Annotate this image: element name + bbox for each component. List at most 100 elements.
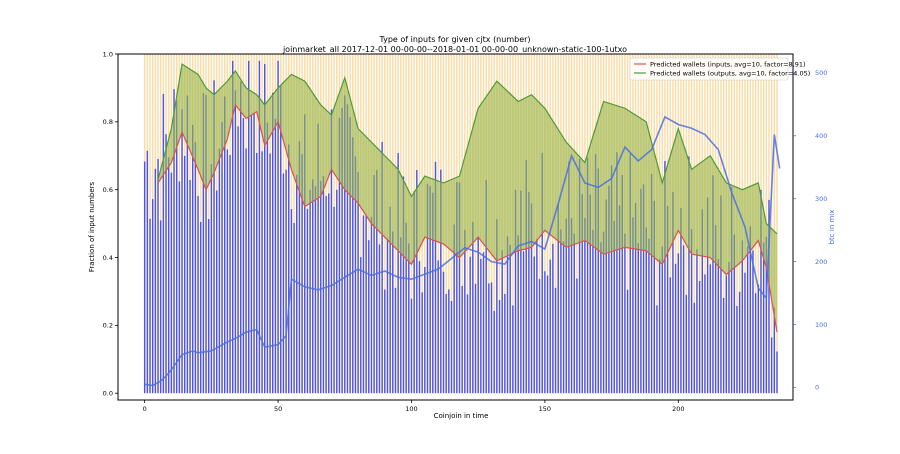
bar-main [733, 234, 736, 394]
bar-main [541, 152, 543, 394]
bar-secondary [151, 54, 154, 200]
bar-secondary [421, 54, 423, 293]
bar-main [552, 243, 554, 394]
bar-main [717, 259, 720, 394]
bar-secondary [434, 54, 437, 162]
bar-main [629, 153, 631, 394]
lines-layer [144, 63, 781, 387]
bar-main [288, 144, 290, 394]
bar-secondary [773, 54, 776, 308]
bar-main [442, 271, 445, 394]
bar-main [520, 190, 522, 394]
bar-main [301, 153, 303, 394]
bar-secondary [373, 54, 375, 176]
bar-main [650, 173, 653, 394]
bar-secondary [424, 54, 426, 268]
bar-main [336, 189, 338, 394]
bar-main [458, 182, 461, 394]
bar-main [680, 208, 682, 394]
bar-main [501, 250, 503, 394]
bar-main [341, 108, 343, 394]
bar-main [701, 209, 704, 394]
bar-main [312, 179, 314, 394]
bar-main [504, 293, 506, 394]
bar-secondary [736, 54, 738, 306]
bar-secondary [167, 54, 170, 158]
bar-secondary [594, 54, 597, 155]
bar-main [181, 109, 183, 394]
bar-secondary [357, 54, 359, 173]
bar-main [720, 195, 722, 394]
bar-secondary [690, 54, 693, 230]
bar-main [392, 231, 394, 394]
bar-secondary [464, 54, 466, 230]
bar-main [592, 229, 594, 394]
x-tick-label: 100 [405, 405, 417, 413]
bar-main [589, 194, 591, 394]
x-tick-label: 50 [274, 405, 282, 413]
bar-main [773, 307, 776, 394]
bar-secondary [717, 54, 720, 260]
bar-main [325, 196, 327, 394]
bar-main [413, 191, 415, 394]
bar-main [661, 246, 664, 394]
bar-secondary [432, 54, 434, 193]
bar-main [344, 95, 346, 394]
bar-main [285, 169, 287, 394]
bar-main [714, 225, 717, 394]
bar-secondary [370, 54, 373, 217]
bar-secondary [581, 54, 583, 194]
bar-main [562, 241, 565, 394]
bar-main [496, 219, 498, 394]
bar-main [237, 126, 239, 394]
chart-subtitle: joinmarket_all 2017-12-01 00-00-00--2018… [282, 45, 627, 54]
bar-main [464, 229, 466, 394]
chart-title: Type of inputs for given cjtx (number) [378, 35, 530, 44]
bar-main [554, 287, 557, 394]
bar-main [434, 161, 437, 394]
bar-main [514, 189, 517, 394]
bar-secondary [365, 54, 367, 215]
bar-main [565, 218, 567, 394]
bar-secondary [408, 54, 410, 244]
x-ticks: 0 50 100 150 200 [143, 400, 684, 413]
bar-main [426, 183, 429, 394]
bar-secondary [760, 54, 762, 190]
bar-secondary [442, 54, 445, 272]
bar-secondary [714, 54, 717, 226]
bar-main [586, 157, 589, 394]
bar-secondary [746, 54, 749, 247]
bar-secondary [568, 54, 570, 162]
bar-main [754, 293, 757, 394]
bar-main [618, 205, 621, 394]
bar-main [752, 250, 754, 394]
bar-secondary [352, 54, 354, 138]
bar-main [461, 285, 463, 394]
bar-main [509, 244, 511, 394]
bar-main [357, 172, 359, 394]
fill-between-layer [158, 64, 777, 333]
bar-main [549, 259, 551, 394]
bar-main [272, 92, 274, 394]
bar-secondary [445, 54, 447, 294]
bar-main [602, 231, 605, 394]
bar-secondary [165, 54, 167, 135]
bar-main [282, 173, 285, 394]
bar-main [709, 264, 712, 394]
bar-main [472, 221, 474, 394]
y-axis-label: Fraction of input numbers [88, 181, 96, 272]
bar-secondary [688, 54, 690, 157]
y2-tick-label: 0 [815, 384, 819, 392]
bar-main [544, 271, 546, 394]
bar-secondary [239, 54, 242, 82]
bar-main [581, 193, 583, 394]
bar-secondary [757, 54, 760, 285]
bar-secondary [213, 54, 215, 81]
bar-secondary [725, 54, 728, 276]
bar-main [573, 233, 575, 394]
bar-secondary [386, 54, 389, 239]
bar-secondary [202, 54, 205, 93]
bar-main [616, 152, 618, 394]
bar-secondary [349, 54, 351, 118]
